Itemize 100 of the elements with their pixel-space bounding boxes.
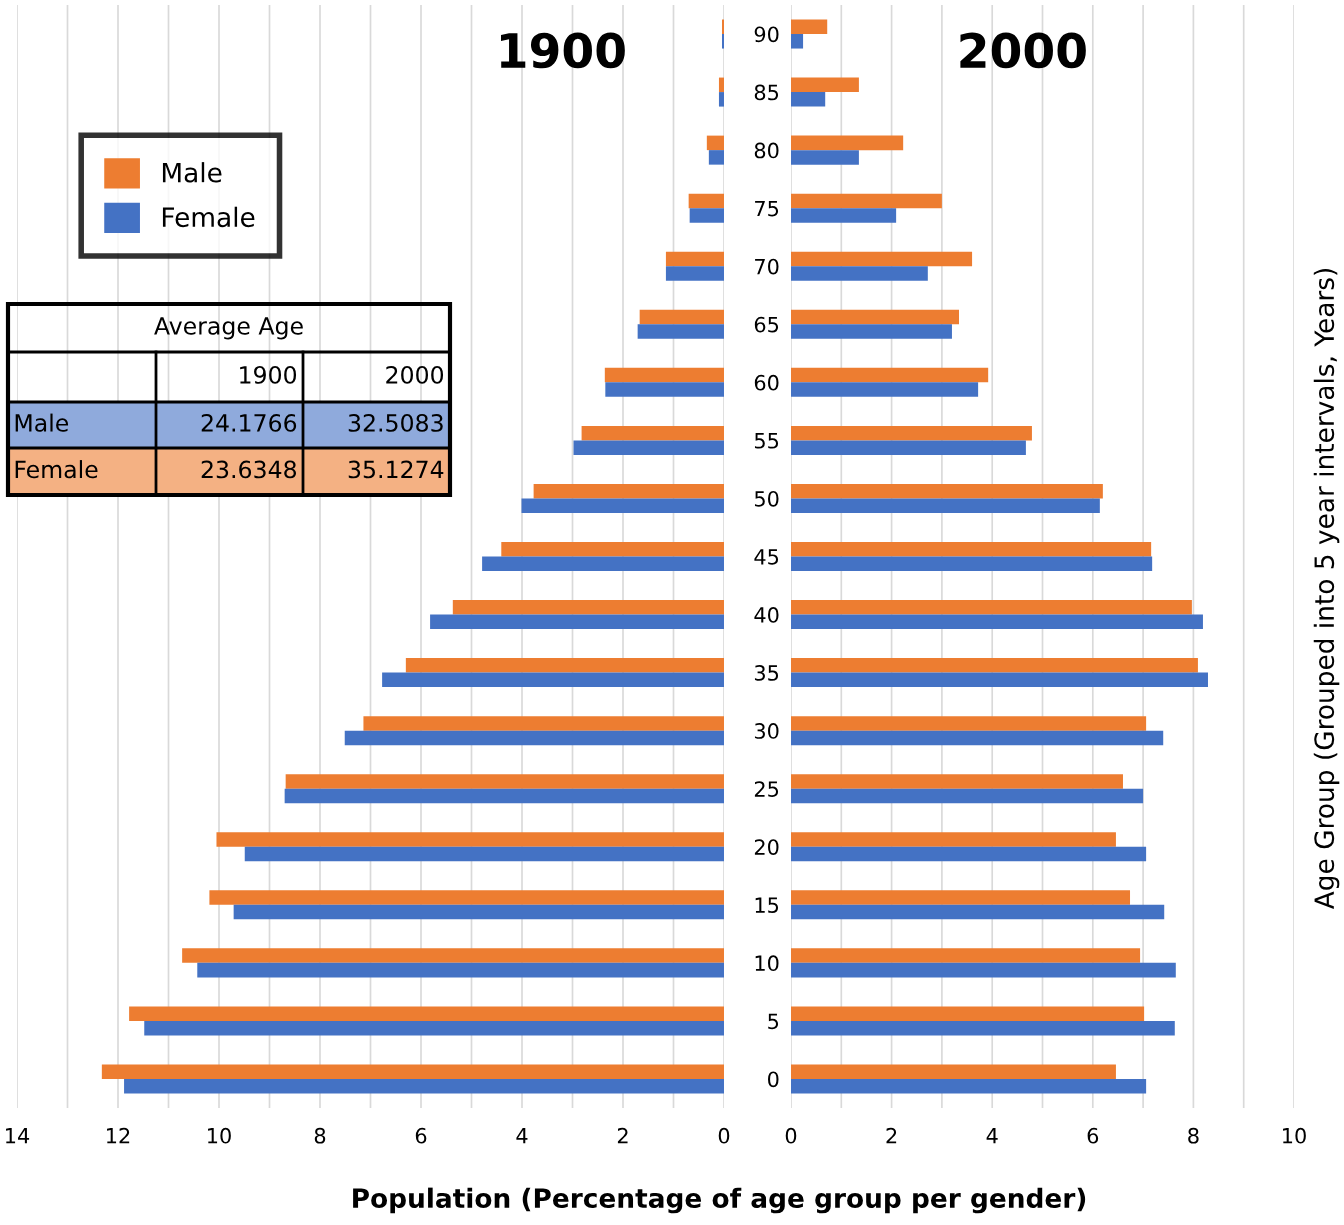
bar xyxy=(791,556,1153,572)
bar xyxy=(791,1064,1116,1079)
bar xyxy=(791,266,928,281)
bar xyxy=(791,904,1165,920)
bar xyxy=(244,846,724,862)
y-tick-label: 45 xyxy=(754,549,779,565)
bar xyxy=(604,367,724,383)
bar xyxy=(791,208,897,223)
bar xyxy=(718,92,724,107)
bar xyxy=(791,135,904,151)
bar xyxy=(430,614,724,630)
bar xyxy=(216,832,724,847)
bar xyxy=(521,498,724,513)
bar xyxy=(363,716,724,731)
x-tick-label: 0 xyxy=(718,1127,730,1144)
y-tick-label: 25 xyxy=(754,781,779,797)
y-tick-label: 50 xyxy=(754,490,779,507)
y-tick-label: 40 xyxy=(754,607,779,623)
bar xyxy=(791,948,1141,963)
bar xyxy=(791,77,859,93)
bar xyxy=(791,498,1100,513)
bar xyxy=(791,440,1026,455)
bar xyxy=(689,208,724,223)
x-tick-label: 4 xyxy=(516,1128,528,1144)
bar xyxy=(708,150,724,165)
bar xyxy=(533,483,724,499)
bar xyxy=(791,309,959,325)
y-tick-label: 5 xyxy=(768,1013,779,1030)
x-tick-label: 6 xyxy=(1087,1127,1099,1144)
bar xyxy=(665,266,724,281)
chart-title: 1900 xyxy=(501,32,625,69)
x-tick-label: 0 xyxy=(785,1127,797,1144)
bar xyxy=(284,788,724,804)
bar xyxy=(791,150,859,165)
bar xyxy=(791,658,1198,673)
bar xyxy=(129,1006,724,1021)
bar xyxy=(721,34,724,49)
x-tick-label: 12 xyxy=(107,1127,130,1144)
bar xyxy=(501,541,724,557)
legend-label: Female xyxy=(162,206,255,228)
x-tick-label: 14 xyxy=(6,1128,30,1144)
bar xyxy=(285,774,724,789)
bar xyxy=(101,1064,724,1079)
bar xyxy=(209,890,724,905)
bar xyxy=(637,324,724,339)
bar xyxy=(791,846,1147,862)
chart-title: 2000 xyxy=(960,32,1086,69)
y-tick-label: 65 xyxy=(754,316,779,333)
bar xyxy=(791,614,1203,630)
bar xyxy=(791,716,1147,731)
annotation: Average Age xyxy=(154,317,303,340)
annotation: Male xyxy=(15,413,69,432)
bar xyxy=(706,135,724,151)
bar xyxy=(581,425,724,441)
bar xyxy=(344,730,724,746)
bar xyxy=(665,251,724,267)
bar xyxy=(233,904,724,920)
bar xyxy=(791,251,973,267)
bar xyxy=(791,730,1164,746)
bar xyxy=(791,1020,1175,1036)
x-tick-label: 4 xyxy=(986,1128,998,1144)
y-tick-label: 80 xyxy=(754,142,779,159)
bar xyxy=(688,193,724,209)
y-tick-label: 10 xyxy=(755,955,779,972)
bar xyxy=(791,367,989,383)
x-axis-title: Population (Percentage of age group per gender) xyxy=(353,1187,1086,1214)
y-tick-label: 15 xyxy=(755,897,779,914)
bar xyxy=(791,962,1176,978)
bar xyxy=(791,324,952,339)
y-tick-label: 90 xyxy=(754,26,779,43)
y-tick-label: 70 xyxy=(755,258,779,275)
bar xyxy=(791,193,942,209)
y-tick-label: 35 xyxy=(754,665,779,681)
y-tick-label: 85 xyxy=(754,84,779,101)
annotation: Female xyxy=(15,460,98,479)
bar xyxy=(791,672,1208,688)
annotation: 32.5083 xyxy=(348,413,443,432)
bar xyxy=(573,440,724,455)
bar xyxy=(721,19,724,35)
y-tick-label: 20 xyxy=(754,839,779,855)
x-tick-label: 2 xyxy=(617,1127,628,1144)
bar xyxy=(182,948,724,963)
y-tick-label: 55 xyxy=(754,433,779,449)
bar xyxy=(791,19,828,35)
bar xyxy=(639,309,724,325)
bar xyxy=(718,77,724,93)
bar xyxy=(791,1006,1145,1021)
x-tick-label: 10 xyxy=(208,1127,231,1144)
bar xyxy=(197,962,724,978)
bar xyxy=(791,34,804,49)
y-tick-label: 30 xyxy=(754,723,779,739)
bar xyxy=(791,774,1123,789)
bar xyxy=(791,483,1103,499)
annotation: 35.1274 xyxy=(348,460,444,479)
x-tick-label: 8 xyxy=(314,1127,326,1144)
annotation: 2000 xyxy=(386,365,444,384)
bar xyxy=(405,658,724,673)
bar xyxy=(791,541,1152,557)
bar xyxy=(482,556,724,572)
y-axis-title: Age Group (Grouped into 5 year intervals, Years) xyxy=(1313,268,1340,910)
